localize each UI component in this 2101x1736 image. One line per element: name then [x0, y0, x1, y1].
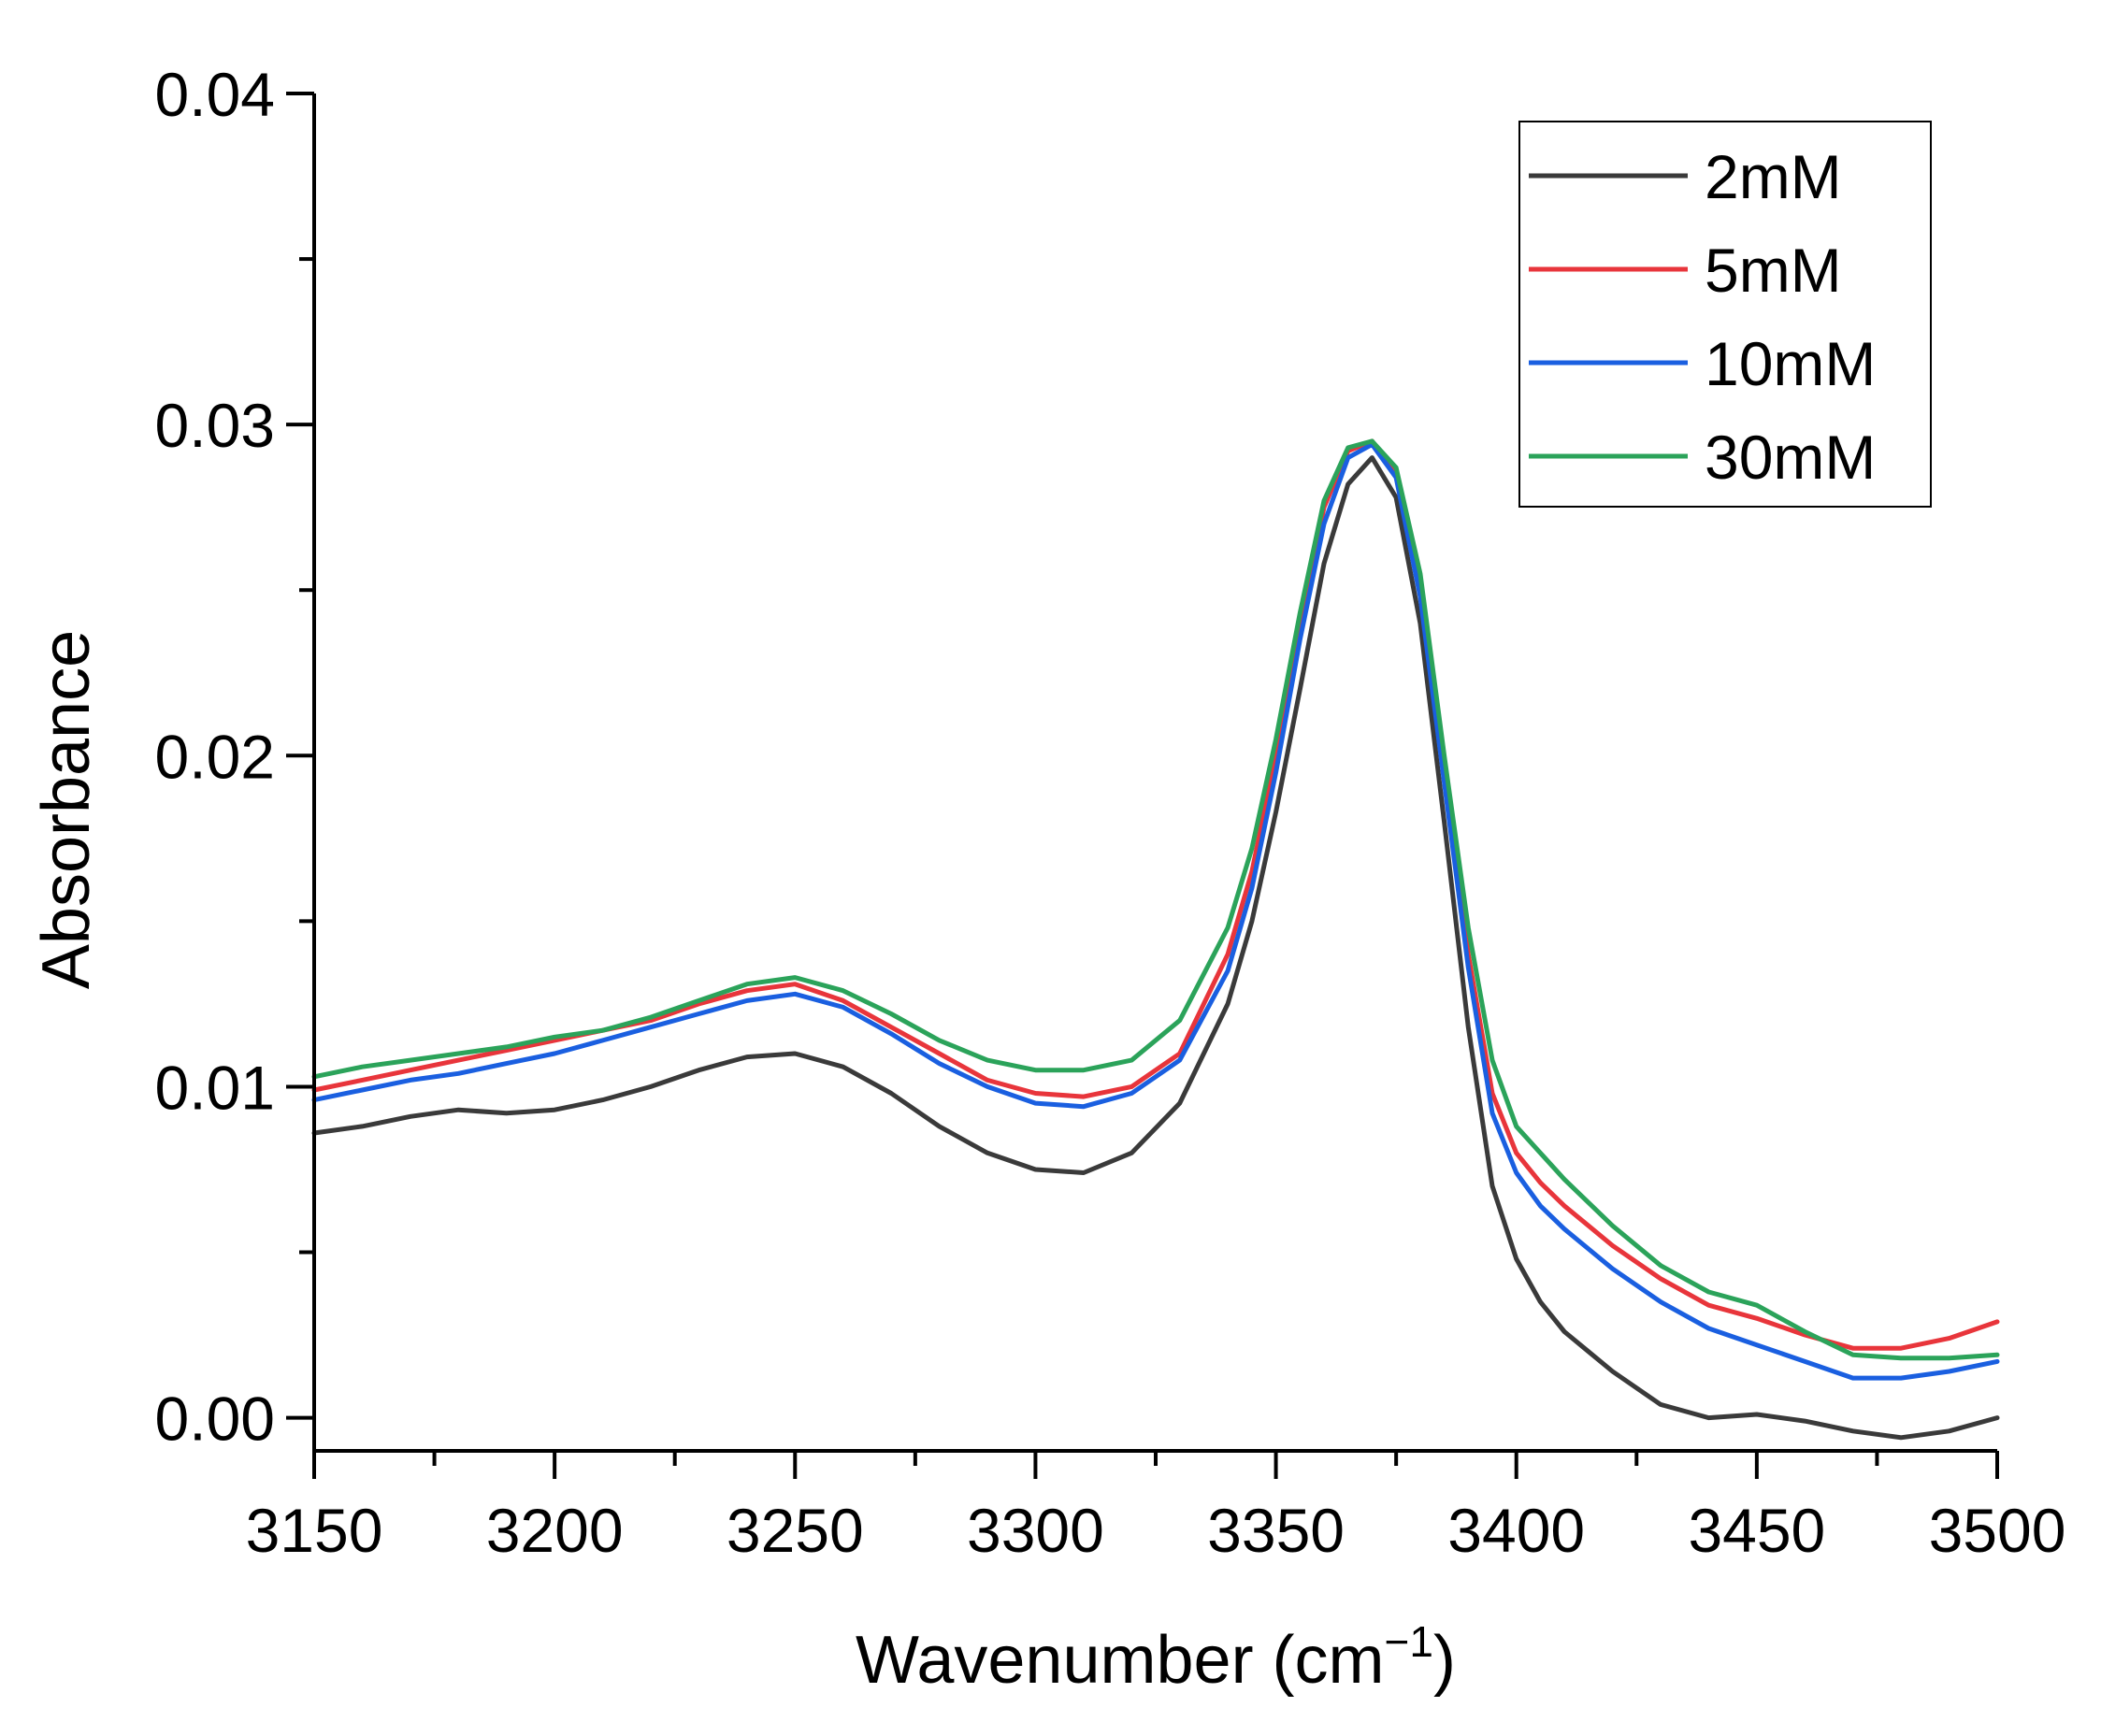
x-tick-label: 3200	[486, 1496, 624, 1565]
x-tick-label: 3350	[1207, 1496, 1345, 1565]
series-line-5mM	[311, 438, 2000, 1351]
x-axis-ticks: 3150 3200 3250 3300 3350 3400 3450 3500	[246, 1451, 2066, 1565]
legend-box	[1518, 121, 1932, 508]
x-axis-title-close: )	[1433, 1623, 1456, 1698]
series-line-2mM	[311, 455, 2000, 1441]
x-tick-label: 3300	[967, 1496, 1104, 1565]
x-tick-label: 3400	[1447, 1496, 1585, 1565]
x-axis-title-superscript: −1	[1385, 1617, 1433, 1666]
x-axis-title-main: Wavenumber (cm	[856, 1623, 1384, 1698]
x-tick-label: 3250	[727, 1496, 864, 1565]
y-axis-ticks: 0.00 0.01 0.02 0.03 0.04	[155, 60, 314, 1454]
series-line-10mM	[311, 441, 2000, 1381]
series-line-30mM	[311, 438, 2000, 1361]
axes-layer: 3150 3200 3250 3300 3350 3400 3450 3500 0.000.0…	[29, 60, 2065, 1698]
legend-label-30mM: 30mM	[1705, 423, 1876, 492]
legend: 2mM 5mM 10mM 30mM	[1518, 121, 1932, 508]
y-axis-title: Absorbance	[29, 630, 104, 989]
x-tick-label: 3150	[246, 1496, 383, 1565]
x-axis-title: Wavenumber (cm−1)	[856, 1617, 1456, 1698]
y-tick-label: 0.02	[155, 722, 275, 791]
legend-label-5mM: 5mM	[1705, 236, 1842, 305]
y-tick-label: 0.01	[155, 1053, 275, 1122]
y-tick-label: 0.04	[155, 60, 275, 129]
legend-label-2mM: 2mM	[1705, 142, 1842, 211]
y-tick-label: 0.00	[155, 1384, 275, 1454]
series-layer	[311, 438, 2000, 1441]
x-tick-label: 3500	[1929, 1496, 2066, 1565]
x-tick-label: 3450	[1688, 1496, 1825, 1565]
legend-label-10mM: 10mM	[1705, 329, 1876, 398]
y-tick-label: 0.03	[155, 391, 275, 460]
